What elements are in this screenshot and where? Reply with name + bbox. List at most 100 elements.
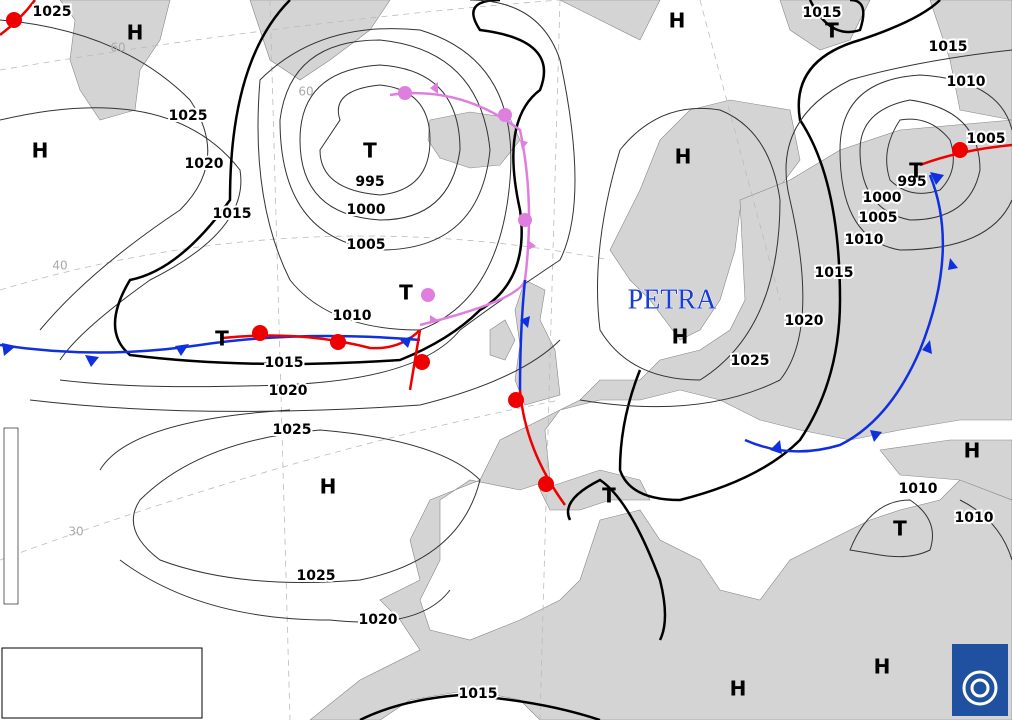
pressure-center: H [669, 9, 686, 33]
map-shape [489, 319, 516, 361]
map-shape [1, 647, 203, 719]
map-shape [518, 279, 527, 391]
map-shape [879, 439, 1012, 501]
isobar-label: 995 [897, 174, 926, 190]
pressure-center: H [730, 677, 747, 701]
map-shape [6, 12, 968, 492]
map-shape [959, 499, 1012, 561]
info-box [1, 427, 1008, 719]
map-shape [299, 64, 461, 221]
graticule-label: 40 [52, 259, 67, 273]
pressure-center: H [675, 145, 692, 169]
front-symbol [508, 392, 524, 408]
isobar-label: 1025 [169, 108, 208, 124]
isobar-label: 1025 [731, 353, 770, 369]
pressure-center: H [127, 21, 144, 45]
map-shape [99, 409, 451, 623]
map-shape [309, 119, 1012, 720]
isobar-label: 1010 [947, 74, 986, 90]
isobar-label: 1005 [967, 131, 1006, 147]
isobar-label: 1015 [265, 355, 304, 371]
isobar-label: 1015 [213, 206, 252, 222]
map-shape [886, 118, 954, 194]
map-shape [597, 107, 781, 381]
map-shape [839, 74, 1012, 251]
isobar-label: 1015 [803, 5, 842, 21]
map-shape [849, 499, 933, 558]
isobar-label: 1025 [33, 4, 72, 20]
map-shape [559, 0, 661, 41]
pressure-center: H [964, 439, 981, 463]
isobar-label: 1010 [845, 232, 884, 248]
map-shape [0, 19, 209, 331]
pressure-center: T [893, 517, 907, 541]
isobar-label: 1015 [459, 686, 498, 702]
pressure-center: T [399, 281, 413, 305]
isobar-label: 1000 [863, 190, 902, 206]
pressure-center: H [32, 139, 49, 163]
map-shape [929, 0, 1012, 121]
isobar-label: 1025 [297, 568, 336, 584]
map-shape [0, 334, 421, 354]
isobar-label: 995 [355, 174, 384, 190]
map-shape [579, 49, 1012, 408]
isobar-label: 1020 [785, 313, 824, 329]
pressure-center: T [602, 484, 616, 508]
map-shape [779, 0, 871, 51]
isobar-label: 1015 [929, 39, 968, 55]
pressure-center: H [320, 475, 337, 499]
graticule-label: 60 [298, 85, 313, 99]
pressure-center: T [215, 327, 229, 351]
fronts [0, 0, 1012, 506]
land-group [59, 0, 1012, 720]
map-shape [29, 339, 561, 412]
isobar-label: 1015 [815, 265, 854, 281]
front-symbol [538, 476, 554, 492]
map-shape [0, 107, 242, 361]
map-shape [566, 0, 865, 641]
isobar-label: 1010 [899, 481, 938, 497]
pressure-center: H [874, 655, 891, 679]
map-shape [427, 111, 521, 169]
graticule-label: 30 [68, 525, 83, 539]
pressure-center: H [672, 325, 689, 349]
map-shape [389, 91, 531, 327]
front-symbol [252, 325, 268, 341]
isobar-label: 1020 [269, 383, 308, 399]
isobar-label: 1000 [347, 202, 386, 218]
map-shape [398, 82, 536, 324]
graticule-label: 60 [110, 41, 125, 55]
map-shape [3, 427, 19, 605]
map-shape [539, 469, 651, 511]
front-symbol [952, 142, 968, 158]
isobar-label: 1005 [347, 237, 386, 253]
isobar-label: 1020 [185, 156, 224, 172]
map-shape [249, 0, 391, 81]
front-symbol [414, 354, 430, 370]
front-symbol [962, 670, 998, 706]
map-shape [132, 429, 481, 583]
map-shape [359, 693, 601, 720]
map-shape [744, 174, 945, 453]
front-symbol [6, 12, 22, 28]
map-shape [859, 99, 981, 221]
front-symbol [970, 678, 990, 698]
map-shape [618, 0, 941, 502]
pressure-center: T [825, 19, 839, 43]
front-symbol [421, 288, 435, 302]
map-shape [514, 279, 561, 406]
isobar-label: 1010 [955, 510, 994, 526]
map-shape [113, 0, 546, 366]
map-shape [319, 84, 431, 196]
storm-name: PETRA [628, 284, 717, 315]
map-shape [257, 28, 512, 331]
pressure-center: T [909, 159, 923, 183]
pressure-center: T [363, 139, 377, 163]
map-shape [59, 0, 576, 388]
isobar-label: 1010 [333, 308, 372, 324]
front-symbol [398, 86, 412, 100]
isobar-label: 1025 [273, 422, 312, 438]
